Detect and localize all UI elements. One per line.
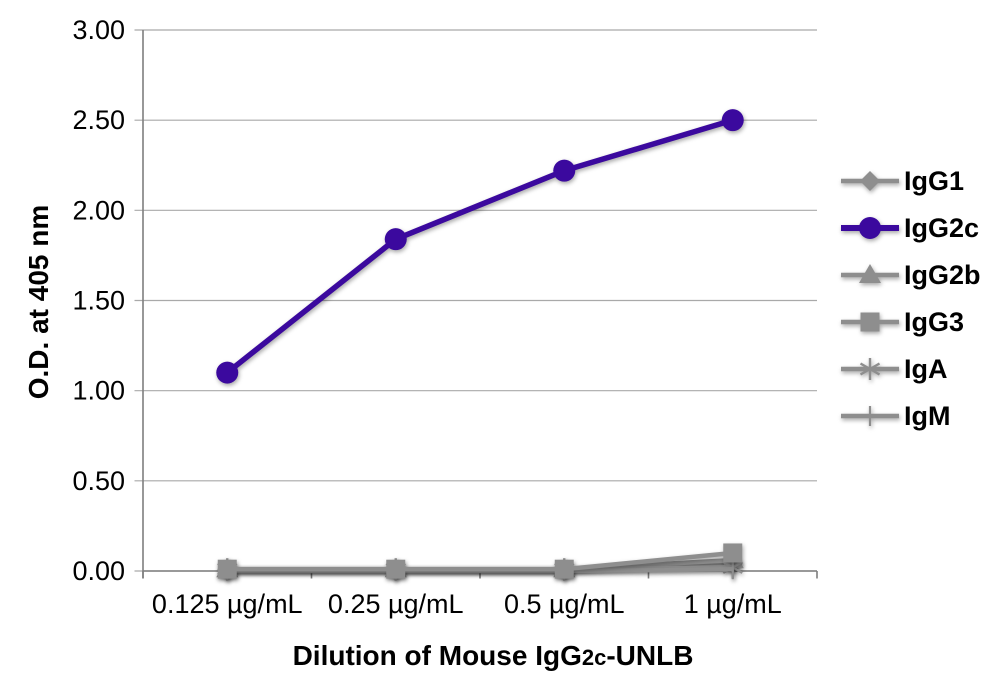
y-tick-label: 2.00 [72,195,125,225]
y-tick-label: 1.50 [72,286,125,316]
series-marker-IgG2c [216,361,239,384]
y-tick-label: 1.00 [72,376,125,406]
y-tick-label: 0.50 [72,466,125,496]
series-marker-IgG3 [723,543,743,563]
x-tick-label: 1 µg/mL [684,589,782,619]
series-IgG2c [216,109,744,384]
legend-marker-glyph-IgG2c [859,217,881,239]
x-tick-label: 0.5 µg/mL [504,589,625,619]
x-axis-title-subscript: 2c [581,645,607,670]
series-IgG3 [217,543,743,579]
legend-marker-IgG2b [841,264,899,283]
y-tick-label: 2.50 [72,105,125,135]
series-line-IgG2c [225,117,734,375]
series-marker-IgG2c [553,159,576,182]
legend-label: IgG3 [904,306,965,337]
legend-item-IgG3: IgG3 [841,306,981,337]
legend-marker-glyph-IgG3 [860,312,880,332]
series-marker-IgG2c [384,228,407,251]
legend-marker-IgM [841,406,899,426]
legend-item-IgG1: IgG1 [841,165,981,196]
x-axis-title-prefix: Dilution of Mouse IgG [292,640,582,671]
series-line-IgG3 [227,550,733,572]
legend-marker-IgG1 [841,171,899,191]
legend-label: IgG2b [904,259,981,290]
series-marker-IgG3 [554,559,574,579]
series-marker-IgG2c [721,109,744,132]
legend-item-IgA: IgA [841,353,981,384]
legend-label: IgG2c [904,212,980,243]
legend-label: IgG1 [904,165,965,196]
legend-marker-glyph-IgG2b [859,264,881,283]
series-marker-IgG3 [217,559,237,579]
y-axis-title: O.D. at 405 nm [23,204,54,400]
y-tick-label: 0.00 [72,556,125,586]
x-tick-label: 0.125 µg/mL [152,589,303,619]
legend-marker-glyph-IgG1 [860,171,880,191]
legend-marker-IgA [841,358,899,380]
y-tick-label: 3.00 [72,15,125,45]
series-marker-IgG3 [386,559,406,579]
legend-marker-glyph-IgA [859,362,881,376]
legend: IgG1 IgG2c IgG2b IgG3 IgA IgM [841,165,981,431]
legend-item-IgG2c: IgG2c [841,212,981,243]
legend-item-IgG2b: IgG2b [841,259,981,290]
x-axis-title-suffix: -UNLB [606,640,694,671]
legend-item-IgM: IgM [841,400,981,431]
legend-label: IgM [904,400,951,431]
x-axis-title: Dilution of Mouse IgG2c-UNLB [293,640,694,672]
legend-marker-IgG2c [841,217,899,239]
x-tick-label: 0.25 µg/mL [328,589,464,619]
legend-label: IgA [904,353,948,384]
legend-marker-IgG3 [841,312,899,332]
